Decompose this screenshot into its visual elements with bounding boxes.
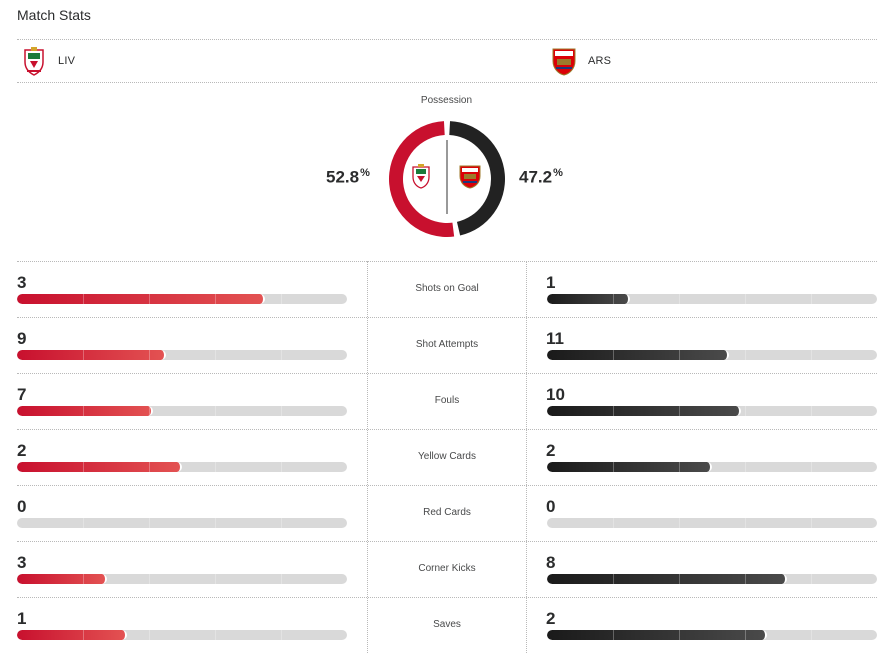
column-divider: [526, 261, 527, 653]
stat-row: 1 Saves 2: [17, 597, 877, 653]
away-possession-unit: %: [553, 167, 563, 179]
column-divider: [367, 261, 368, 653]
away-stat-fill: [547, 406, 812, 416]
arsenal-crest-icon: [459, 165, 481, 189]
home-stat-bar: [17, 406, 347, 416]
away-stat-value: 2: [546, 441, 556, 460]
away-stat-bar: [547, 574, 877, 584]
away-stat-bar: [547, 630, 877, 640]
possession-label: Possession: [420, 95, 473, 106]
home-stat-bar: [17, 350, 347, 360]
divider: [17, 82, 877, 83]
away-stat-fill: [547, 574, 812, 584]
stat-row: 3 Corner Kicks 8: [17, 541, 877, 597]
divider: [17, 317, 877, 318]
away-stat-fill: [547, 350, 812, 360]
divider: [17, 373, 877, 374]
divider: [17, 485, 877, 486]
home-stat-bar: [17, 518, 347, 528]
home-stat-fill: [17, 630, 282, 640]
home-team-abbr: LIV: [58, 55, 76, 67]
stat-row: 3 Shots on Goal 1: [17, 261, 877, 317]
liverpool-crest-icon: [21, 46, 47, 76]
stat-label: Shot Attempts: [415, 339, 479, 350]
arsenal-crest-icon: [551, 46, 577, 76]
home-stat-value: 3: [17, 273, 27, 292]
stat-row: 2 Yellow Cards 2: [17, 429, 877, 485]
home-stat-bar: [17, 630, 347, 640]
home-stat-fill: [17, 406, 282, 416]
stat-label: Red Cards: [423, 507, 471, 518]
divider: [17, 39, 877, 40]
away-stat-fill: [547, 630, 812, 640]
stat-row: 0 Red Cards 0: [17, 485, 877, 541]
page-title: Match Stats: [17, 7, 91, 23]
stat-label: Shots on Goal: [415, 283, 479, 294]
home-stat-bar: [17, 462, 347, 472]
divider: [17, 597, 877, 598]
away-team-abbr: ARS: [588, 55, 612, 67]
away-possession-number: 47.2: [519, 167, 553, 187]
home-stat-bar: [17, 294, 347, 304]
stat-label: Yellow Cards: [418, 451, 476, 462]
divider: [17, 429, 877, 430]
away-stat-bar: [547, 518, 877, 528]
away-possession-value: 47.2%: [519, 167, 563, 188]
home-stat-value: 7: [17, 385, 27, 404]
possession-donut: [389, 121, 505, 237]
home-stat-fill: [17, 294, 282, 304]
home-stat-fill: [17, 574, 282, 584]
home-team[interactable]: LIV: [21, 46, 75, 76]
away-stat-value: 8: [546, 553, 556, 572]
home-possession-unit: %: [360, 167, 370, 179]
home-stat-value: 1: [17, 609, 27, 628]
away-stat-bar: [547, 294, 877, 304]
away-stat-value: 10: [546, 385, 565, 404]
away-stat-value: 0: [546, 497, 556, 516]
possession-arc-away: [449, 121, 505, 236]
divider: [17, 261, 877, 262]
stat-label: Saves: [433, 619, 461, 630]
home-stat-fill: [17, 350, 282, 360]
home-possession-number: 52.8: [326, 167, 360, 187]
away-stat-bar: [547, 462, 877, 472]
home-stat-value: 3: [17, 553, 27, 572]
away-stat-fill: [547, 462, 812, 472]
away-team[interactable]: ARS: [551, 46, 611, 76]
home-possession-value: 52.8%: [326, 167, 370, 188]
away-stat-value: 1: [546, 273, 556, 292]
home-stat-value: 9: [17, 329, 27, 348]
stat-row: 9 Shot Attempts 11: [17, 317, 877, 373]
home-stat-fill: [17, 462, 282, 472]
stat-label: Fouls: [434, 395, 460, 406]
away-stat-value: 11: [546, 329, 564, 348]
away-stat-bar: [547, 406, 877, 416]
away-stat-value: 2: [546, 609, 556, 628]
stat-label: Corner Kicks: [418, 563, 476, 574]
possession-arc-home: [389, 121, 455, 237]
home-stat-value: 2: [17, 441, 27, 460]
liverpool-crest-icon: [412, 164, 430, 189]
divider: [17, 541, 877, 542]
stat-row: 7 Fouls 10: [17, 373, 877, 429]
away-stat-fill: [547, 294, 812, 304]
home-stat-bar: [17, 574, 347, 584]
home-stat-value: 0: [17, 497, 27, 516]
away-stat-bar: [547, 350, 877, 360]
